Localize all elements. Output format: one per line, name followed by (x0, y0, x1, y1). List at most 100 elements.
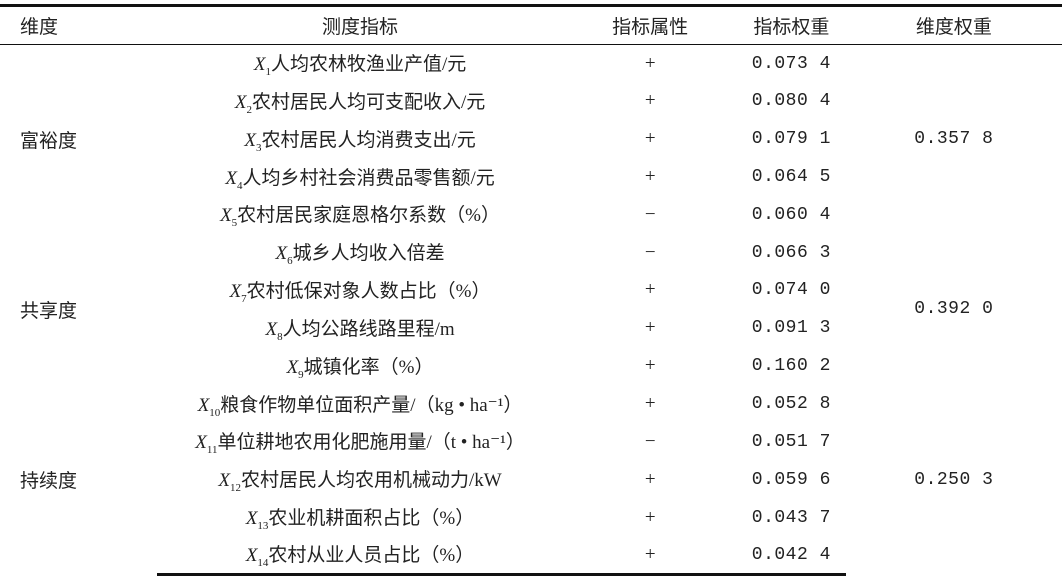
variable-letter: X (286, 356, 299, 378)
variable-symbol: X8 (265, 318, 283, 343)
variable-letter: X (220, 205, 232, 227)
indicator-name: 农村低保对象人数占比（%） (246, 281, 491, 303)
variable-symbol: X9 (286, 356, 304, 381)
header-dimension-weight: 维度权重 (845, 4, 1062, 45)
indicator-name: 人均乡村社会消费品零售额/元 (242, 167, 495, 189)
variable-letter: X (218, 470, 230, 492)
indicator-weight-table: 维度 测度指标 指标属性 指标权重 维度权重 富裕度 X1人均农林牧渔业产值/元 +… (0, 4, 1062, 576)
variable-subscript: 9 (298, 368, 304, 381)
variable-letter: X (245, 545, 258, 567)
variable-subscript: 14 (257, 557, 269, 570)
attribute-cell: + (644, 355, 656, 377)
table-row: X4人均乡村社会消费品零售额/元 +0.064 5 (0, 158, 1062, 196)
dimension-weight-cell: 0.392 0 (914, 299, 994, 320)
attribute-cell: + (644, 128, 656, 150)
indicator-name: 粮食作物单位面积产量/（kg • ha⁻¹） (220, 394, 523, 416)
indicator-cell: X3农村居民人均消费支出/元 (157, 120, 564, 158)
attribute-cell: + (644, 52, 656, 74)
weight-cell: 0.080 4 (751, 91, 831, 112)
variable-symbol: X10 (197, 394, 221, 419)
indicator-cell: X9城镇化率（%） (157, 347, 564, 385)
variable-symbol: X2 (235, 92, 252, 116)
variable-subscript: 13 (257, 519, 269, 532)
dimension-cell: 共享度 (20, 300, 78, 322)
dimension-weight-cell: 0.250 3 (914, 469, 994, 490)
indicator-cell: X4人均乡村社会消费品零售额/元 (157, 158, 564, 196)
variable-letter: X (244, 129, 256, 151)
indicator-cell: X2农村居民人均可支配收入/元 (157, 82, 564, 120)
variable-subscript: 7 (241, 292, 247, 305)
indicator-name: 农村居民人均消费支出/元 (261, 129, 476, 151)
weight-cell: 0.064 5 (751, 166, 831, 187)
dimension-cell: 富裕度 (20, 130, 78, 152)
attribute-cell: + (644, 393, 656, 415)
variable-subscript: 8 (277, 330, 283, 343)
variable-letter: X (245, 508, 258, 530)
variable-subscript: 12 (229, 482, 241, 495)
table-row: X11单位耕地农用化肥施用量/（t • ha⁻¹） − 0.051 7 (0, 423, 1062, 461)
attribute-cell: + (644, 165, 656, 187)
variable-symbol: X14 (245, 545, 269, 570)
indicator-name: 农村居民人均可支配收入/元 (251, 91, 486, 113)
attribute-cell: + (644, 506, 656, 528)
indicator-name: 人均农林牧渔业产值/元 (270, 54, 467, 76)
indicator-cell: X8人均公路线路里程/m (157, 309, 564, 347)
header-dimension: 维度 (0, 4, 157, 45)
indicator-cell: X11单位耕地农用化肥施用量/（t • ha⁻¹） (157, 423, 564, 461)
attribute-cell: − (644, 203, 656, 225)
weight-cell: 0.091 3 (751, 318, 831, 339)
variable-letter: X (275, 243, 288, 265)
variable-symbol: X6 (275, 243, 293, 268)
variable-symbol: X1 (253, 54, 271, 78)
variable-subscript: 2 (246, 103, 252, 116)
header-indicator: 测度指标 (156, 4, 564, 45)
attribute-cell: + (644, 90, 656, 112)
dimension-weight-cell: 0.357 8 (914, 129, 994, 150)
indicator-cell: X12农村居民人均农用机械动力/kW (157, 461, 564, 499)
weight-cell: 0.051 7 (751, 431, 831, 452)
indicator-name: 农村居民家庭恩格尔系数（%） (237, 205, 500, 227)
table-row: 共享度 X6城乡人均收入倍差 −0.066 3 0.392 0 (0, 234, 1062, 322)
indicator-cell: X5农村居民家庭恩格尔系数（%） (157, 196, 564, 234)
indicator-cell: X14农村从业人员占比（%） (156, 536, 564, 576)
table-row: X14农村从业人员占比（%） +0.042 4 (0, 536, 1062, 576)
table-row: 持续度 X10粮食作物单位面积产量/（kg • ha⁻¹） +0.052 8 0.25… (0, 385, 1062, 492)
variable-symbol: X13 (245, 508, 269, 532)
weight-cell: 0.052 8 (751, 394, 831, 415)
attribute-cell: − (644, 241, 656, 263)
header-attribute: 指标属性 (563, 4, 737, 45)
variable-letter: X (265, 318, 278, 340)
variable-letter: X (253, 54, 266, 76)
indicator-name: 城镇化率（%） (303, 356, 434, 378)
variable-subscript: 6 (287, 255, 293, 268)
table-row: X5农村居民家庭恩格尔系数（%） − 0.060 4 (0, 196, 1062, 234)
weight-cell: 0.073 4 (751, 53, 831, 74)
indicator-name: 单位耕地农用化肥施用量/（t • ha⁻¹） (217, 432, 525, 454)
variable-symbol: X5 (220, 205, 238, 230)
variable-letter: X (197, 394, 210, 416)
weight-cell: 0.059 6 (751, 469, 831, 490)
variable-symbol: X4 (225, 168, 242, 192)
table-row: X2农村居民人均可支配收入/元 +0.080 4 (0, 82, 1062, 120)
variable-symbol: X7 (229, 281, 247, 305)
variable-letter: X (229, 281, 242, 303)
table-row: X9城镇化率（%） +0.160 2 (0, 347, 1062, 385)
dimension-cell: 持续度 (20, 471, 78, 493)
variable-subscript: 3 (255, 141, 262, 154)
indicator-cell: X6城乡人均收入倍差 (157, 234, 564, 272)
variable-letter: X (195, 432, 207, 454)
variable-symbol: X12 (218, 470, 241, 495)
indicator-name: 城乡人均收入倍差 (292, 243, 445, 265)
weight-cell: 0.060 4 (751, 204, 831, 225)
variable-symbol: X11 (195, 432, 218, 457)
variable-subscript: 10 (209, 406, 221, 419)
weight-cell: 0.066 3 (751, 242, 831, 263)
indicator-name: 农村居民人均农用机械动力/kW (240, 470, 502, 492)
weight-cell: 0.160 2 (751, 356, 831, 377)
table-row: X7农村低保对象人数占比（%） +0.074 0 (0, 272, 1062, 310)
variable-subscript: 5 (231, 217, 238, 230)
variable-subscript: 11 (206, 444, 218, 457)
indicator-name: 人均公路线路里程/m (282, 318, 455, 340)
weight-cell: 0.074 0 (751, 280, 831, 301)
indicator-cell: X7农村低保对象人数占比（%） (157, 272, 564, 310)
